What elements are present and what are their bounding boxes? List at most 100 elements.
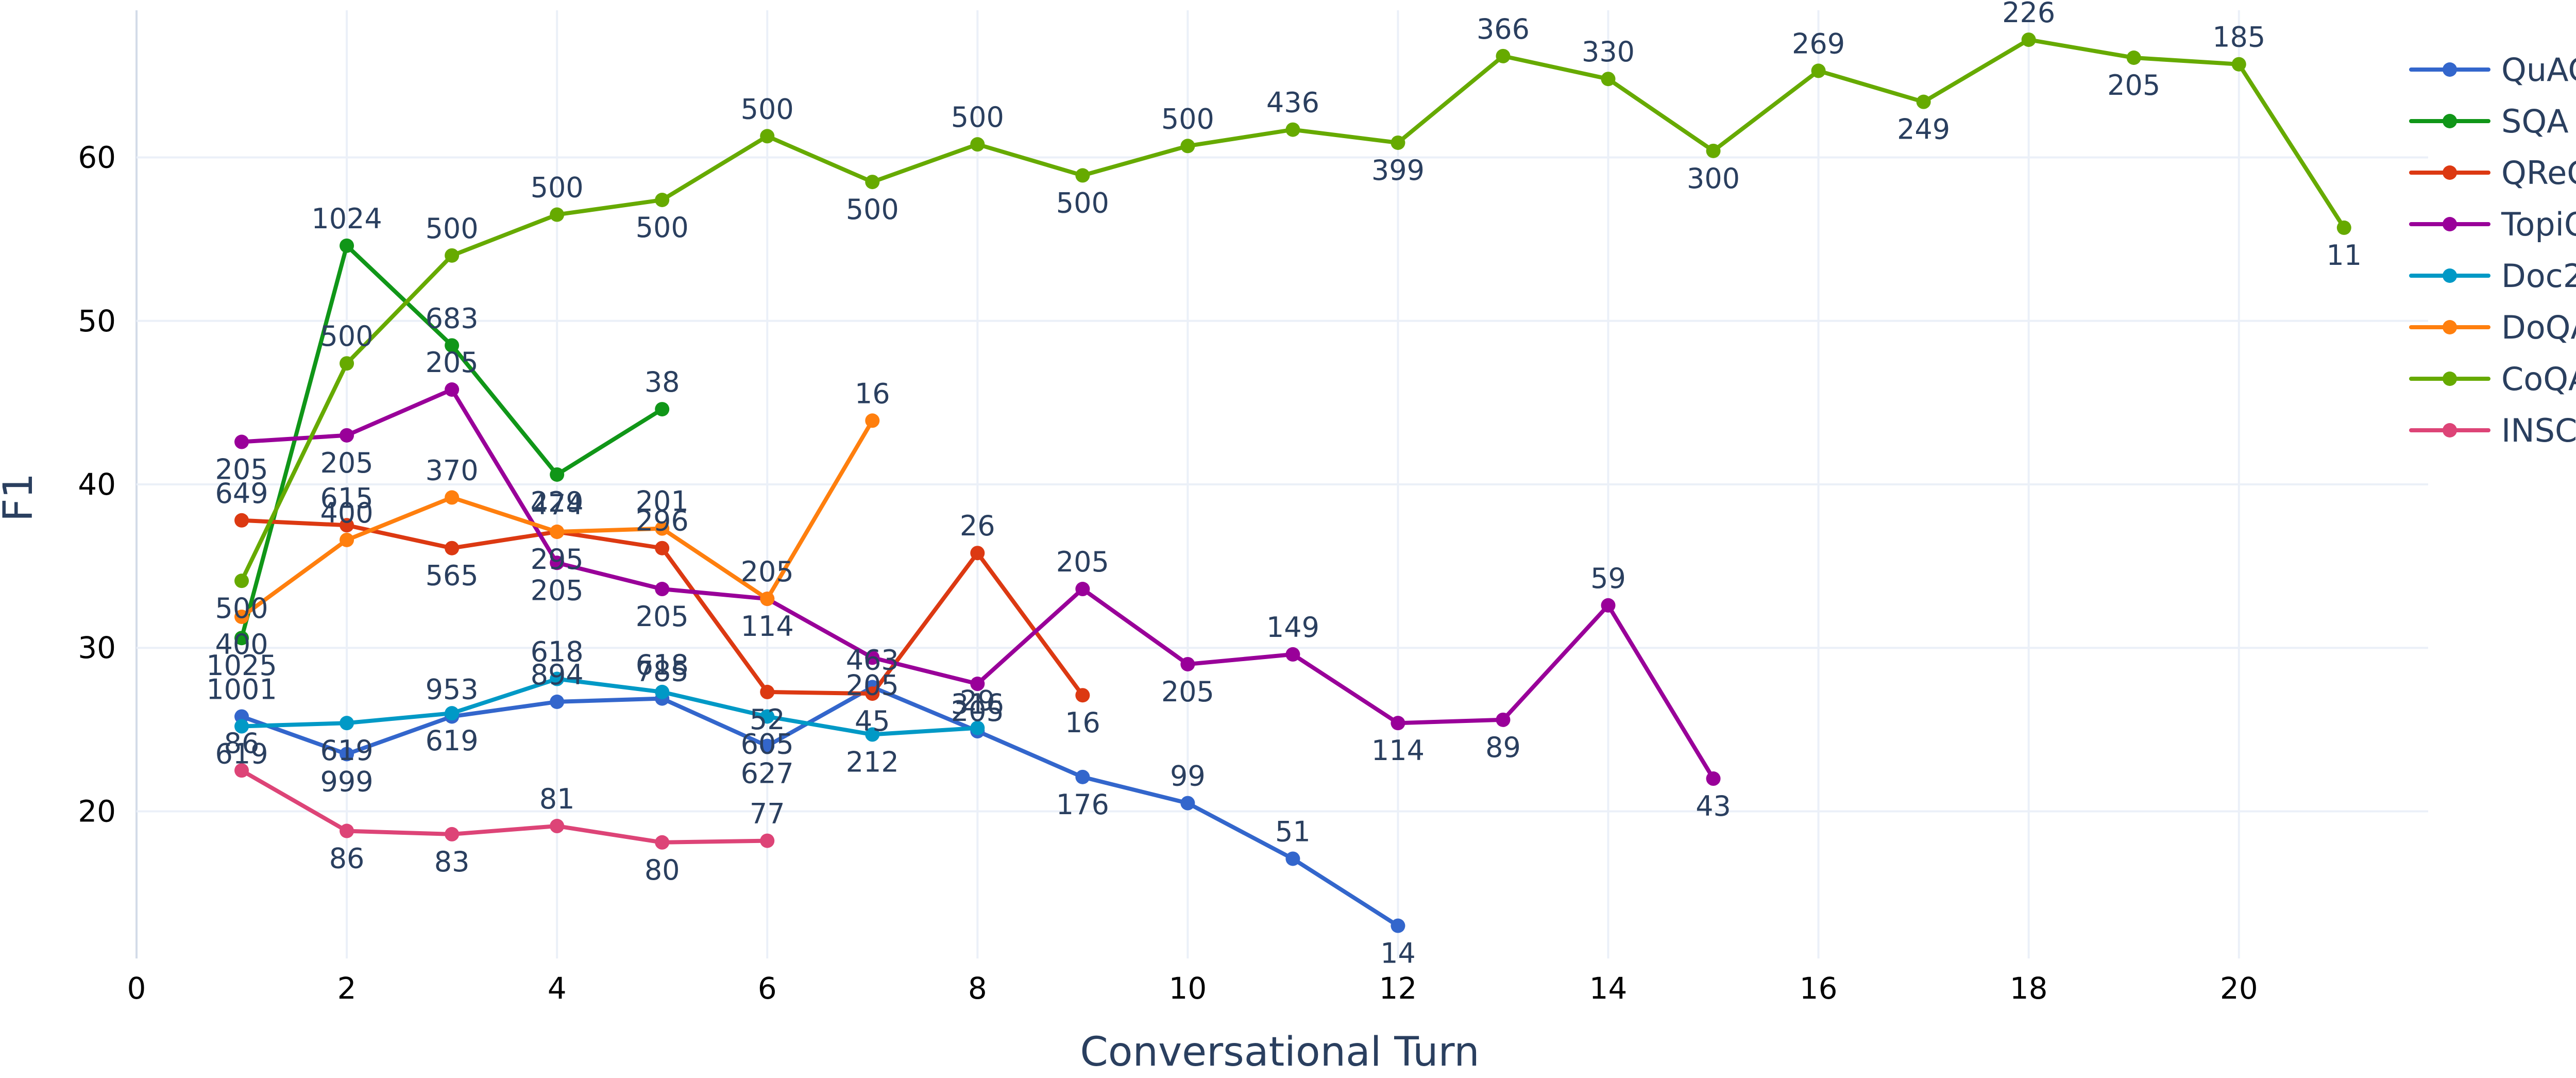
legend-label: DoQA bbox=[2501, 309, 2576, 346]
data-point-sqa bbox=[445, 338, 460, 353]
data-label-doc2dial: 212 bbox=[846, 746, 899, 778]
data-label-coqa: 500 bbox=[636, 211, 689, 244]
data-point-qrecc bbox=[340, 518, 354, 533]
series-doc2dial bbox=[234, 671, 985, 742]
data-point-coqa bbox=[655, 193, 670, 207]
data-point-doc2dial bbox=[970, 720, 985, 735]
data-point-inscit bbox=[760, 833, 775, 848]
data-label-coqa: 500 bbox=[320, 320, 374, 352]
legend-item-sqa: SQA bbox=[2409, 103, 2569, 140]
data-point-quac bbox=[1285, 851, 1300, 866]
y-tick-label: 50 bbox=[78, 304, 116, 339]
data-point-coqa bbox=[2336, 220, 2351, 235]
legend-swatch-marker bbox=[2443, 62, 2457, 77]
data-point-topiocqa bbox=[970, 677, 985, 692]
data-point-topiocqa bbox=[234, 434, 249, 449]
data-label-quac: 1001 bbox=[206, 673, 277, 705]
data-point-topiocqa bbox=[865, 650, 880, 665]
legend-item-quac: QuAC bbox=[2409, 51, 2576, 89]
data-point-coqa bbox=[760, 129, 775, 144]
data-label-doqa: 400 bbox=[320, 497, 374, 529]
data-label-doqa: 295 bbox=[531, 543, 584, 576]
data-label-coqa: 366 bbox=[1477, 13, 1530, 45]
data-point-coqa bbox=[1075, 168, 1090, 183]
data-label-doc2dial: 619 bbox=[426, 725, 479, 757]
data-label-quac: 785 bbox=[636, 655, 689, 688]
series-sqa bbox=[234, 238, 670, 646]
legend-item-doc2dial: Doc2Dial bbox=[2409, 257, 2576, 295]
data-point-coqa bbox=[1811, 63, 1826, 78]
data-label-quac: 627 bbox=[741, 757, 794, 790]
data-point-doqa bbox=[445, 490, 460, 505]
data-point-coqa bbox=[1391, 135, 1405, 150]
legend-label: Doc2Dial bbox=[2501, 257, 2576, 295]
data-point-inscit bbox=[655, 835, 670, 850]
data-point-topiocqa bbox=[655, 582, 670, 597]
data-point-coqa bbox=[1601, 72, 1616, 87]
data-label-sqa: 38 bbox=[645, 366, 680, 398]
data-label-coqa: 500 bbox=[426, 212, 479, 245]
data-label-inscit: 77 bbox=[750, 798, 785, 830]
data-point-qrecc bbox=[865, 686, 880, 701]
data-point-coqa bbox=[2231, 57, 2246, 72]
legend-item-coqa: CoQA bbox=[2409, 360, 2576, 398]
data-label-coqa: 226 bbox=[2002, 0, 2055, 29]
x-tick-label: 0 bbox=[127, 971, 146, 1006]
data-label-doqa: 114 bbox=[741, 610, 794, 643]
series-topiocqa bbox=[234, 382, 1721, 786]
data-point-quac bbox=[1180, 796, 1195, 811]
data-point-doc2dial bbox=[655, 684, 670, 699]
data-point-topiocqa bbox=[1601, 598, 1616, 613]
data-point-inscit bbox=[340, 823, 354, 838]
y-axis-title: F1 bbox=[0, 473, 42, 522]
data-label-coqa: 249 bbox=[1897, 113, 1950, 146]
data-label-doqa: 370 bbox=[426, 454, 479, 486]
data-label-sqa: 229 bbox=[531, 486, 584, 518]
x-tick-label: 18 bbox=[2010, 971, 2048, 1006]
data-label-doqa: 400 bbox=[215, 628, 268, 661]
data-point-coqa bbox=[1706, 143, 1721, 158]
data-point-sqa bbox=[655, 402, 670, 417]
data-label-coqa: 500 bbox=[1161, 103, 1214, 135]
data-point-qrecc bbox=[234, 513, 249, 528]
data-label-topiocqa: 89 bbox=[1485, 731, 1521, 764]
data-label-topiocqa: 205 bbox=[846, 669, 899, 701]
legend-label: CoQA bbox=[2501, 360, 2576, 398]
data-label-coqa: 500 bbox=[531, 172, 584, 204]
data-label-coqa: 11 bbox=[2326, 239, 2362, 272]
data-point-doqa bbox=[760, 592, 775, 607]
data-point-doc2dial bbox=[234, 719, 249, 734]
legend-label: INSCIT bbox=[2501, 412, 2576, 449]
data-label-sqa: 1025 bbox=[206, 649, 277, 682]
series-line-inscit bbox=[240, 768, 770, 845]
x-tick-label: 12 bbox=[1379, 971, 1417, 1006]
data-label-qrecc: 565 bbox=[426, 560, 479, 592]
data-label-coqa: 436 bbox=[1266, 87, 1319, 119]
data-label-doc2dial: 619 bbox=[215, 738, 268, 770]
data-point-coqa bbox=[1916, 94, 1931, 109]
data-label-coqa: 269 bbox=[1792, 27, 1845, 60]
data-label-inscit: 86 bbox=[329, 843, 365, 875]
x-tick-label: 16 bbox=[1800, 971, 1838, 1006]
data-point-quac bbox=[760, 738, 775, 753]
data-label-quac: 176 bbox=[1056, 788, 1109, 821]
x-tick-label: 14 bbox=[1589, 971, 1628, 1006]
legend-item-inscit: INSCIT bbox=[2409, 412, 2576, 449]
data-point-coqa bbox=[234, 574, 249, 588]
data-label-sqa: 683 bbox=[426, 302, 479, 334]
x-tick-label: 4 bbox=[548, 971, 567, 1006]
data-label-quac: 316 bbox=[951, 688, 1004, 720]
data-label-qrecc: 26 bbox=[960, 510, 995, 542]
series-line-quac bbox=[240, 685, 1400, 928]
data-label-coqa: 205 bbox=[2107, 69, 2160, 102]
data-point-sqa bbox=[340, 238, 354, 253]
data-label-topiocqa: 205 bbox=[636, 600, 689, 633]
x-tick-label: 8 bbox=[968, 971, 987, 1006]
data-label-quac: 463 bbox=[846, 644, 899, 676]
data-label-inscit: 86 bbox=[224, 727, 260, 760]
data-point-quac bbox=[340, 747, 354, 762]
data-label-quac: 894 bbox=[531, 659, 584, 691]
series-lines bbox=[234, 32, 2351, 933]
legend-swatch-marker bbox=[2443, 217, 2457, 231]
